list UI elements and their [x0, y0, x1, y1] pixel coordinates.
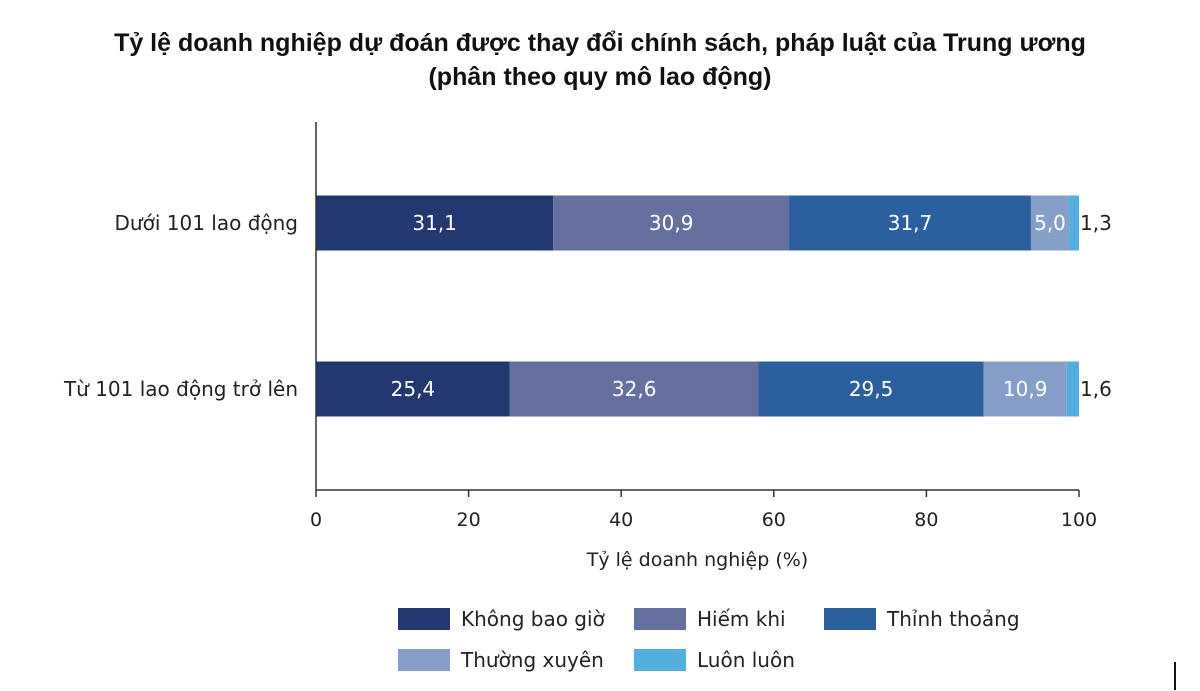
- legend-label: Thường xuyên: [460, 648, 604, 672]
- data-label: 29,5: [849, 377, 894, 401]
- data-label: 31,1: [412, 211, 457, 235]
- x-tick-label: 60: [762, 509, 786, 531]
- x-tick-label: 0: [310, 509, 322, 531]
- x-tick-label: 80: [914, 509, 938, 531]
- x-tick-label: 20: [457, 509, 481, 531]
- data-label: 30,9: [649, 211, 694, 235]
- bar-segment: [316, 195, 554, 251]
- bar-segment: [1030, 195, 1070, 251]
- data-label: 10,9: [1003, 377, 1048, 401]
- x-axis-label: Tỷ lệ doanh nghiệp (%): [586, 549, 808, 571]
- category-label: Dưới 101 lao động: [115, 211, 298, 235]
- data-label: 32,6: [612, 377, 657, 401]
- data-label: 5,0: [1034, 211, 1066, 235]
- bar-segment: [758, 361, 984, 417]
- bar-segment: [553, 195, 790, 251]
- bar-segment: [1069, 195, 1079, 251]
- bar-segment: [983, 361, 1067, 417]
- legend-label: Luôn luôn: [697, 648, 795, 672]
- legend-swatch: [634, 608, 686, 630]
- chart-subtitle: (phân theo quy mô lao động): [428, 63, 772, 91]
- data-label: 25,4: [391, 377, 436, 401]
- bar-segment: [509, 361, 759, 417]
- bar-segment: [1066, 361, 1079, 417]
- text-cursor: [1174, 662, 1176, 690]
- category-label: Từ 101 lao động trở lên: [63, 377, 298, 401]
- axes: Dưới 101 lao động Từ 101 lao động trở lên…: [63, 122, 1097, 571]
- data-label: 1,3: [1080, 211, 1112, 235]
- legend-label: Không bao giờ: [461, 607, 606, 631]
- x-tick-label: 40: [609, 509, 633, 531]
- legend-label: Hiếm khi: [697, 607, 786, 631]
- legend-swatch: [634, 649, 686, 671]
- bar-segment: [789, 195, 1031, 251]
- bar-segment: [316, 361, 510, 417]
- bar-area: 31,1 30,9 31,7 5,0 1,3 25,4 32,6 29,5 10,9 1,6: [316, 195, 1112, 417]
- legend: Không bao giờ Hiếm khi Thỉnh thoảng Thường …: [398, 607, 1020, 672]
- data-label: 1,6: [1080, 377, 1112, 401]
- data-label: 31,7: [888, 211, 933, 235]
- legend-swatch: [398, 608, 450, 630]
- legend-label: Thỉnh thoảng: [886, 607, 1020, 631]
- legend-swatch: [824, 608, 876, 630]
- x-tick-label: 100: [1061, 509, 1097, 531]
- legend-swatch: [398, 649, 450, 671]
- chart-title: Tỷ lệ doanh nghiệp dự đoán được thay đổi…: [114, 29, 1086, 57]
